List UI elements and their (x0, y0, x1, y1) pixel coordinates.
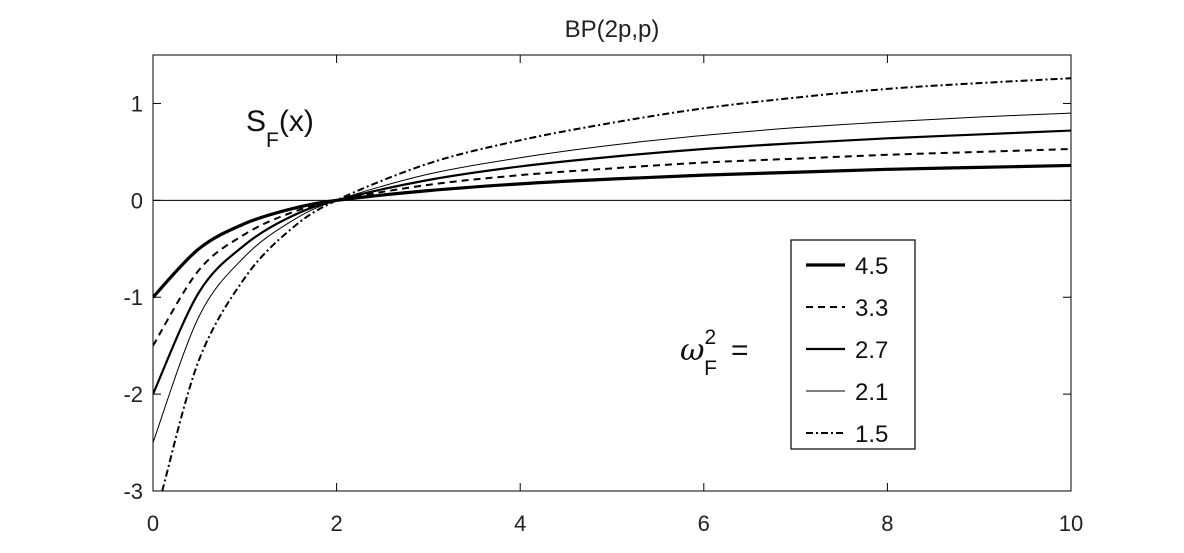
y-tick-label: 1 (131, 91, 143, 116)
x-tick-label: 4 (514, 511, 526, 536)
x-tick-label: 0 (147, 511, 159, 536)
plot-frame (152, 54, 1072, 492)
y-tick-label: -2 (123, 382, 143, 407)
legend-label-3-3: 3.3 (855, 295, 888, 322)
legend-prefix: ω2 F = (680, 326, 749, 380)
legend-omega-sub: F (704, 357, 717, 380)
x-tick-label: 2 (330, 511, 342, 536)
axes-layer (152, 54, 1072, 492)
x-tick-label: 8 (881, 511, 893, 536)
x-tick-label: 6 (698, 511, 710, 536)
y-tick-label: -1 (123, 285, 143, 310)
legend-label-2-1: 2.1 (855, 379, 888, 406)
y-tick-label: 0 (131, 188, 143, 213)
legend-box (790, 239, 916, 450)
legend-equals: = (731, 334, 749, 367)
series-layer (153, 77, 1071, 491)
curve-annotation: SF(x) (246, 105, 314, 152)
chart-title: BP(2p,p) (565, 16, 660, 43)
y-tick-label: -3 (123, 479, 143, 504)
series-line-1-5 (161, 77, 1071, 491)
legend-label-4-5: 4.5 (855, 253, 888, 280)
x-tick-label: 10 (1059, 511, 1083, 536)
series-line-3-3 (153, 147, 1071, 347)
series-line-4-5 (153, 163, 1071, 299)
annotation-sub: F (266, 129, 279, 152)
series-line-2-1 (153, 112, 1071, 443)
tick-layer: 0 2 4 6 8 10 -3 -2 -1 0 1 (123, 55, 1083, 536)
series-line-2-7 (153, 129, 1071, 395)
annotation-base: S (246, 105, 266, 138)
legend-omega-symbol: ω (680, 333, 704, 368)
legend-label-1-5: 1.5 (855, 421, 888, 448)
legend-label-2-7: 2.7 (855, 337, 888, 364)
annotation-rest: (x) (279, 105, 314, 138)
legend-omega-sup: 2 (704, 326, 716, 349)
legend: 4.5 3.3 2.7 2.1 1.5 (790, 239, 916, 450)
